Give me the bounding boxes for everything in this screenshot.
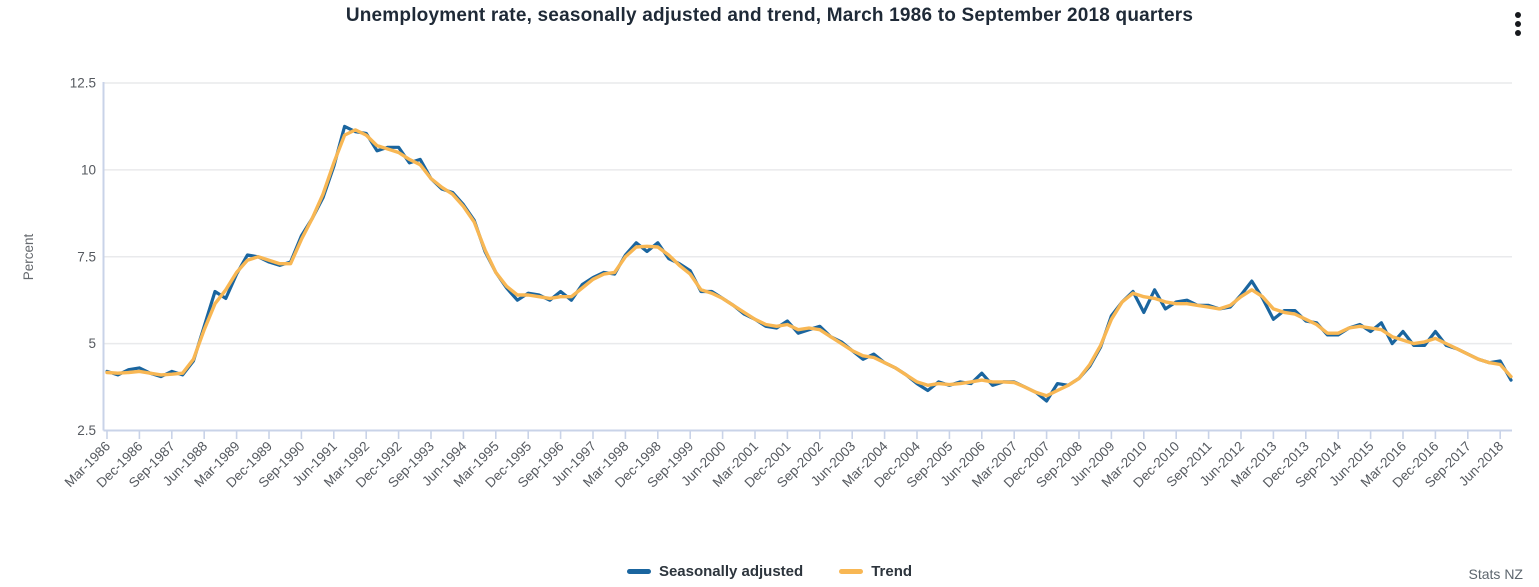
unemployment-line-chart: 12.5 10 7.5 5 2.5Mar-1986Dec-1986Sep-1987Jun… [21,76,1513,491]
legend-label: Seasonally adjusted [658,563,804,580]
y-tick-label: 5 [88,336,96,351]
y-tick-label: 12.5 [70,76,96,91]
kebab-menu-icon [1515,12,1521,18]
x-tick-marks [106,431,1501,439]
series-line-trend [105,128,1513,398]
axes [102,82,1512,432]
y-gridlines [103,82,1512,345]
y-tick-label: 10 [81,162,96,177]
series-line-seasonally-adjusted [105,124,1513,403]
legend-item-seasonally-adjusted[interactable]: Seasonally adjusted [626,563,804,580]
legend-label: Trend [871,563,913,580]
y-axis-title: Percent [21,233,36,280]
source-attribution: Stats NZ [1468,566,1523,582]
kebab-menu-button[interactable] [1505,7,1531,41]
y-tick-label: 7.5 [77,249,96,264]
seasonally-adjusted-swatch-icon [626,569,651,574]
x-tick-labels: Mar-1986Dec-1986Sep-1987Jun-1988Mar-1989… [62,438,1507,490]
y-tick-label: 2.5 [77,423,96,438]
kebab-menu-icon [1515,30,1521,36]
kebab-menu-icon [1515,21,1521,27]
y-tick-labels: 12.5 10 7.5 5 2.5 [70,76,96,439]
legend-item-trend[interactable]: Trend [839,563,912,580]
chart-title: Unemployment rate, seasonally adjusted a… [345,5,1194,26]
chart-legend: Seasonally adjusted Trend [0,563,1539,580]
trend-swatch-icon [839,569,864,574]
